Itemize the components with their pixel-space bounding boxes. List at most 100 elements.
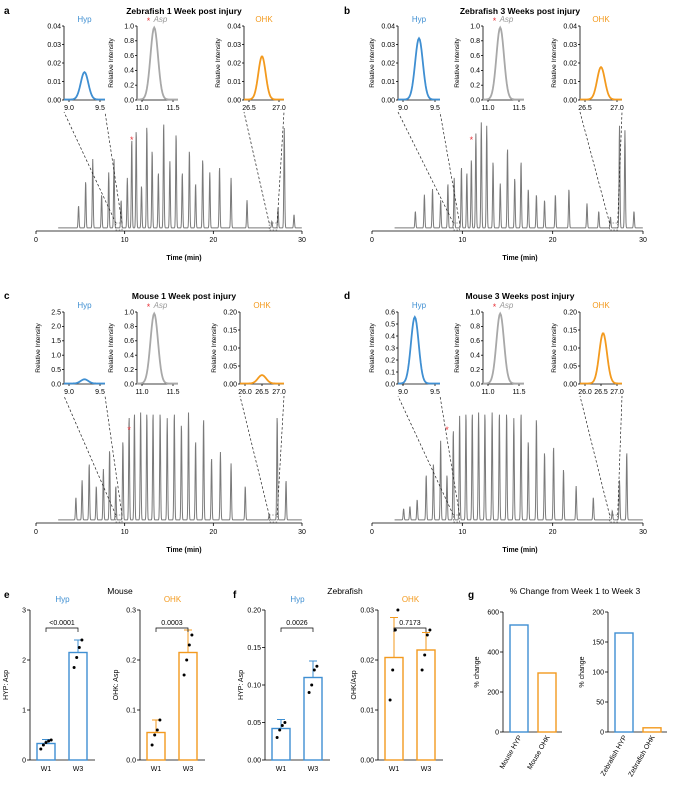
- inset-x-tick-label: 27.0: [610, 105, 624, 112]
- x-tick-label-a-0: 0: [34, 237, 38, 244]
- xlabel-d: Time (min): [502, 547, 537, 554]
- x-tick-label: Mouse OHK: [527, 734, 552, 771]
- x-tick-label-a-10: 10: [121, 237, 129, 244]
- y-axis-label: HYP: Asp: [238, 670, 245, 700]
- inset-x-tick-label: 11.0: [481, 389, 494, 396]
- inset-y-tick-label: 0.8: [124, 38, 134, 45]
- inset-y-tick-label: 0.3: [385, 345, 395, 352]
- zoom-guide-a-0-l: [63, 111, 117, 224]
- inset-x-tick-label: 9.0: [64, 105, 74, 112]
- inset-y-tick-label: 0.4: [385, 333, 395, 340]
- bar-W3: [416, 649, 436, 761]
- y-axis-label: % change: [474, 656, 481, 687]
- inset-y-tick-label: 0.04: [227, 23, 241, 30]
- inset-y-tick-label: 0.05: [223, 363, 237, 370]
- inset-peak-curve: [482, 311, 524, 385]
- x-tick-label-b-10: 10: [458, 237, 466, 244]
- data-point: [278, 728, 282, 732]
- inset-title-star: *: [493, 302, 497, 312]
- inset-peak-curve: [136, 311, 178, 385]
- inset-y-tick-label: 0.04: [381, 23, 395, 30]
- inset-y-tick-label: 0.01: [381, 79, 395, 86]
- inset-y-tick-label: 0.01: [227, 79, 241, 86]
- inset-y-tick-label: 0.02: [563, 60, 577, 67]
- x-tick-label: W1: [151, 766, 162, 773]
- inset-x-tick-label: 26.5: [594, 389, 608, 396]
- y-tick-label: 0.1: [126, 708, 136, 715]
- inset-y-tick-label: 0.03: [381, 42, 395, 49]
- panel-letter-e: e: [4, 590, 10, 601]
- bar-W3: [178, 651, 198, 761]
- x-tick-label: W1: [389, 766, 400, 773]
- inset-x-tick-label: 9.5: [95, 389, 105, 396]
- panel-letter-d: d: [344, 291, 350, 302]
- inset-c-asp: 0.0 0.2 0.4 0.6 0.8 1.0 11.0 11.5 Relative Inten…: [108, 301, 180, 396]
- inset-peak-curve: [580, 65, 622, 101]
- inset-y-tick-label: 2.0: [51, 324, 61, 331]
- data-point: [75, 656, 79, 659]
- chromatogram-trace-a: [58, 124, 302, 229]
- inset-b-asp: 0.0 0.2 0.4 0.6 0.8 1.0 11.0 11.5 Relative Inten…: [454, 15, 526, 112]
- inset-y-tick-label: 0.0: [385, 381, 395, 388]
- y-axis-label: HYP: Asp: [3, 670, 10, 700]
- y-tick-label: 150: [592, 640, 604, 647]
- data-point: [41, 743, 45, 747]
- inset-y-tick-label: 0.02: [227, 60, 241, 67]
- inset-y-tick-label: 0.2: [470, 367, 480, 374]
- inset-y-tick-label: 0.15: [563, 327, 577, 334]
- inset-peak-curve: [244, 55, 284, 101]
- inset-y-tick-label: 1.5: [51, 338, 61, 345]
- inset-y-tick-label: 0.0: [124, 381, 134, 388]
- panel-letter-b: b: [344, 6, 350, 17]
- zoom-window-d-1: [609, 514, 619, 523]
- inset-a-asp: 0.0 0.2 0.4 0.6 0.8 1.0 11.0 11.5 Relative Inten…: [108, 15, 180, 112]
- inset-y-tick-label: 0.20: [223, 309, 237, 316]
- inset-title: OHK: [592, 301, 610, 310]
- y-tick-label: 0.0: [126, 758, 136, 765]
- xlabel-b: Time (min): [502, 255, 537, 262]
- inset-y-tick-label: 0.4: [124, 353, 134, 360]
- significance-bracket: [45, 627, 79, 632]
- inset-title: OHK: [255, 15, 273, 24]
- inset-x-tick-label: 26.5: [242, 105, 256, 112]
- inset-y-label: Relative Intensity: [215, 38, 222, 88]
- zoom-guide-c-0-r: [104, 395, 123, 516]
- y-tick-label: 200: [487, 690, 499, 697]
- inset-title: Asp: [499, 15, 514, 24]
- panel-title-c: Mouse 1 Week post injury: [132, 291, 237, 301]
- y-tick-label: 0.3: [126, 608, 136, 615]
- inset-y-tick-label: 0.2: [470, 83, 480, 90]
- data-point: [275, 736, 279, 739]
- panel-title-e: Mouse: [107, 586, 133, 596]
- inset-x-tick-label: 11.0: [135, 105, 148, 112]
- data-point: [312, 668, 316, 672]
- significance-bracket: [155, 627, 189, 632]
- chart-title: OHK: [164, 595, 182, 604]
- zoom-window-b-0: [452, 222, 460, 231]
- inset-title: Hyp: [412, 15, 427, 24]
- inset-y-label: Relative Intensity: [454, 38, 461, 88]
- zoom-guide-b-1-r: [617, 111, 623, 224]
- y-tick-label: 400: [487, 650, 499, 657]
- x-tick-label-d-30: 30: [639, 529, 647, 536]
- y-tick-label: 200: [592, 610, 604, 617]
- zoom-guide-d-0-l: [397, 395, 454, 516]
- inset-y-tick-label: 0.6: [470, 338, 480, 345]
- data-point: [185, 658, 189, 662]
- x-tick-label-a-20: 20: [209, 237, 217, 244]
- chart-title: OHK: [402, 595, 420, 604]
- inset-y-label: Relative Intensity: [108, 323, 115, 373]
- inset-d-asp: 0.0 0.2 0.4 0.6 0.8 1.0 11.0 11.5 Relative Inten…: [454, 301, 526, 396]
- panel-title-b: Zebrafish 3 Weeks post injury: [460, 6, 581, 16]
- inset-y-tick-label: 0.04: [47, 23, 61, 30]
- inset-d-hyp: 0.0 0.1 0.2 0.3 0.4 0.5 0.6 9.0 9.5 Relative Inte…: [369, 301, 440, 396]
- inset-x-tick-label: 11.5: [512, 389, 525, 396]
- y-tick-label: 0.01: [360, 708, 374, 715]
- inset-y-label: Relative Intensity: [369, 38, 376, 88]
- inset-b-ohk: 0.00 0.01 0.02 0.03 0.04 26.5 27.0 Relative Int…: [551, 15, 624, 112]
- x-tick-label: W3: [183, 766, 194, 773]
- y-tick-label: 0: [22, 758, 26, 765]
- inset-peak-curve: [64, 70, 105, 101]
- x-tick-label-c-30: 30: [298, 529, 306, 536]
- inset-y-tick-label: 0.02: [47, 60, 61, 67]
